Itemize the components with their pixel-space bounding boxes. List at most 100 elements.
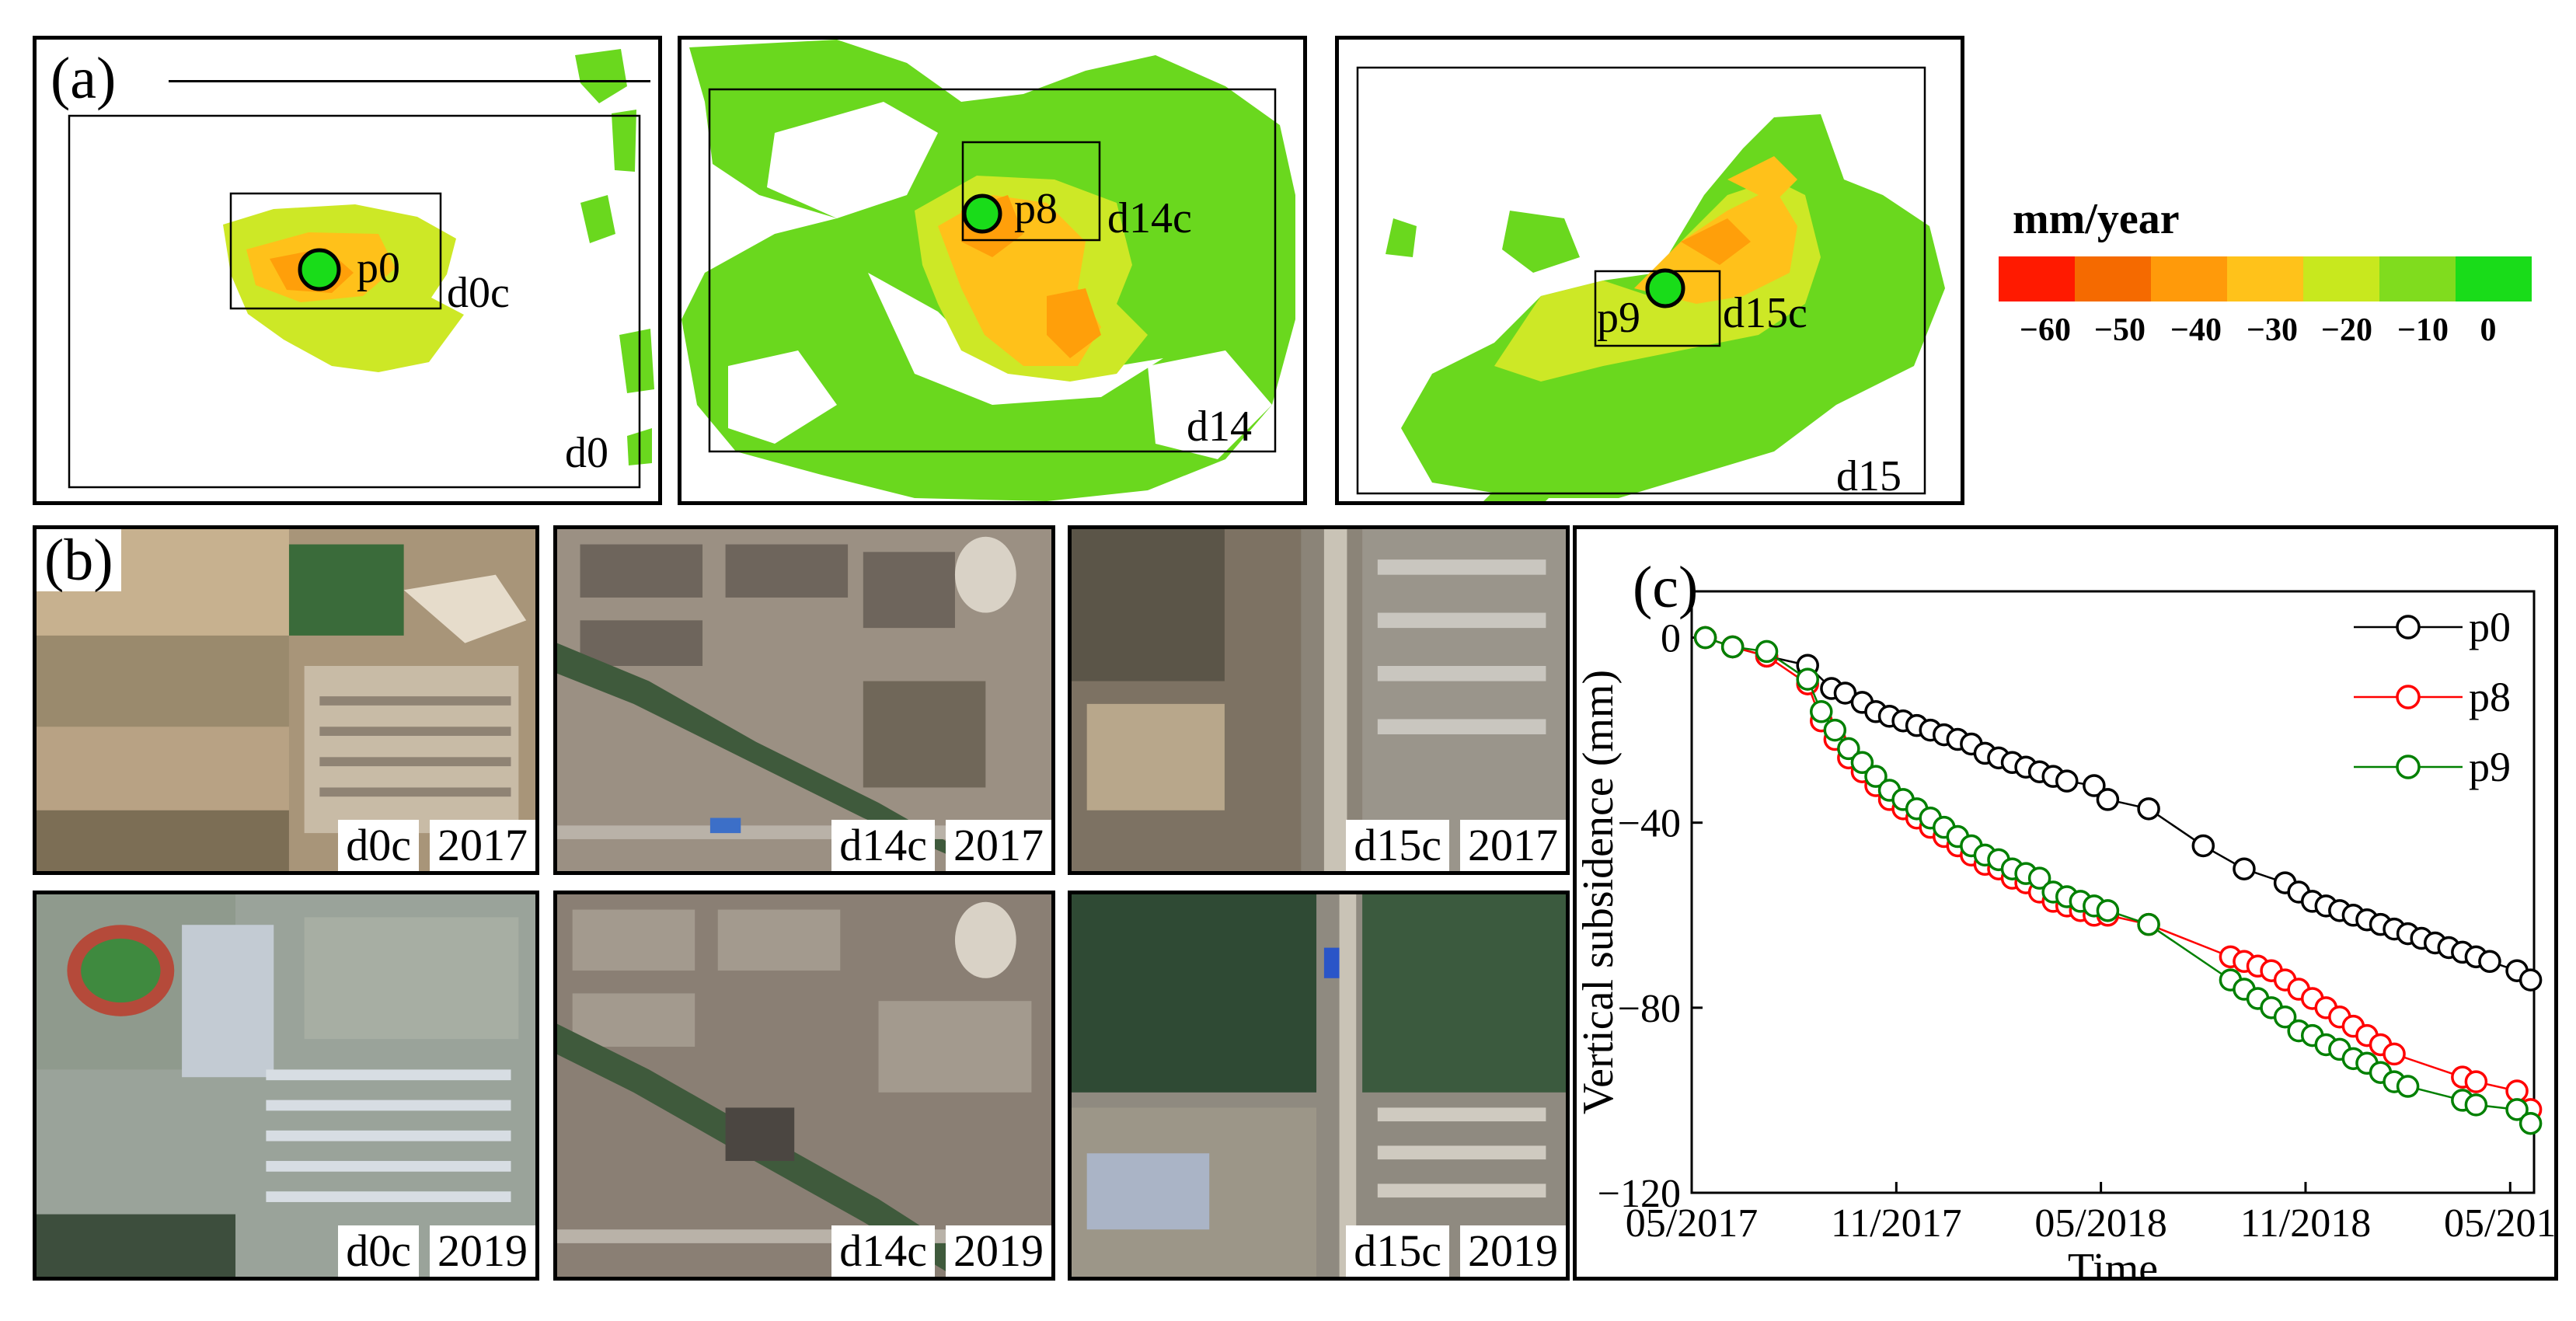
region-label: d0 xyxy=(565,429,608,477)
panel-c-label: (c) xyxy=(1633,555,1698,620)
region-label: d14 xyxy=(1187,403,1252,451)
legend-marker-p0 xyxy=(2396,615,2421,640)
colorbar-tick-label: 0 xyxy=(2480,312,2497,348)
data-point-p0 xyxy=(2518,968,2543,992)
legend-marker-p8 xyxy=(2396,685,2421,709)
image-year-label: 2017 xyxy=(430,820,535,871)
data-point-p9 xyxy=(1837,737,1860,761)
data-point-p9 xyxy=(1823,718,1847,742)
data-point-p8 xyxy=(2464,1070,2488,1093)
x-tick-label: 11/2018 xyxy=(2240,1201,2372,1246)
colorbar-segment xyxy=(2227,256,2303,301)
colorbar-tick-label: −50 xyxy=(2094,312,2146,348)
data-point-p9 xyxy=(2396,1075,2420,1098)
data-point-p9 xyxy=(2137,912,2160,936)
data-point-p0 xyxy=(1833,681,1857,705)
image-crop-label: d0c xyxy=(338,820,419,871)
colorbar-tick-label: −20 xyxy=(2321,312,2372,348)
subsidence-chart-panel: (c) 0 −40 −80 −120 05/2017 11/2017 05/2018 11/2… xyxy=(1573,525,2558,1281)
colorbar-segment xyxy=(1999,256,2075,301)
point-marker-p9 xyxy=(1645,268,1685,308)
colorbar-tick-label: −60 xyxy=(2020,312,2071,348)
image-year-label: 2019 xyxy=(946,1225,1051,1277)
crop-box-d0c xyxy=(229,192,442,310)
legend-label: p0 xyxy=(2469,604,2511,650)
point-marker-p0 xyxy=(298,248,341,291)
colorbar-tick-label: −30 xyxy=(2247,312,2298,348)
x-tick-label: 05/2018 xyxy=(2034,1201,2166,1246)
y-tick-label: −40 xyxy=(1618,802,1681,846)
colorbar-segment xyxy=(2075,256,2151,301)
y-axis-label: Vertical subsidence (mm) xyxy=(1577,670,1623,1114)
colorbar-title: mm/year xyxy=(2013,195,2180,243)
image-crop-label: d14c xyxy=(831,1225,935,1277)
plot-frame xyxy=(1690,590,2536,1194)
data-point-p9 xyxy=(2505,1098,2529,1121)
region-box-d14 xyxy=(708,88,1277,453)
image-crop-label: d15c xyxy=(1346,1225,1449,1277)
satellite-image-d14c-2017: d14c 2017 xyxy=(553,525,1055,875)
data-point-p9 xyxy=(1850,751,1874,775)
crop-box-d14c xyxy=(961,141,1101,242)
x-tick-label: 11/2017 xyxy=(1831,1201,1962,1246)
satellite-image-d0c-2019: d0c 2019 xyxy=(33,891,539,1281)
colorbar-segment xyxy=(2151,256,2227,301)
legend-label: p8 xyxy=(2469,674,2511,720)
point-marker-p8 xyxy=(962,193,1002,234)
deformation-map-d0: p0 d0c d0 xyxy=(68,49,654,489)
colorbar-segment xyxy=(2456,256,2532,301)
colorbar-tick-label: −40 xyxy=(2170,312,2222,348)
region-box-d15 xyxy=(1356,66,1926,495)
map-panel-d15: p9 d15c d15 xyxy=(1335,36,1964,505)
data-point-p9 xyxy=(1810,700,1833,723)
map-panel-d14: p8 d14c d14 xyxy=(678,36,1307,505)
y-tick-label: −80 xyxy=(1618,987,1681,1031)
data-point-p0 xyxy=(2083,774,2106,797)
panel-a-label: (a) xyxy=(43,47,124,110)
legend-label: p9 xyxy=(2469,744,2511,790)
data-point-p9 xyxy=(2273,1006,2297,1029)
x-tick-label: 05/2019 xyxy=(2444,1201,2554,1246)
crop-label: d15c xyxy=(1723,289,1807,337)
image-crop-label: d15c xyxy=(1346,820,1449,871)
point-label: p8 xyxy=(1014,185,1058,233)
crop-label: d0c xyxy=(447,269,510,317)
image-crop-label: d14c xyxy=(831,820,935,871)
data-point-p9 xyxy=(1693,626,1717,650)
panel-b-label: (b) xyxy=(37,529,121,591)
data-point-p0 xyxy=(2191,834,2215,858)
data-point-p0 xyxy=(2096,788,2120,811)
colorbar-segment xyxy=(2379,256,2456,301)
data-point-p9 xyxy=(2096,899,2120,922)
satellite-image-d15c-2017: d15c 2017 xyxy=(1068,525,1570,875)
image-year-label: 2017 xyxy=(1460,820,1566,871)
data-point-p9 xyxy=(2464,1093,2488,1117)
satellite-image-d0c-2017: d0c 2017 (b) xyxy=(33,525,539,875)
point-label: p9 xyxy=(1597,294,1640,342)
deformation-map-d14: p8 d14c d14 xyxy=(681,40,1295,501)
region-box-d0 xyxy=(68,114,641,489)
divider-line xyxy=(169,80,650,82)
data-point-p0 xyxy=(2137,797,2160,821)
image-year-label: 2017 xyxy=(946,820,1051,871)
legend-marker-p9 xyxy=(2396,755,2421,779)
data-point-p9 xyxy=(1755,640,1779,664)
image-crop-label: d0c xyxy=(338,1225,419,1277)
data-point-p9 xyxy=(2027,866,2051,890)
image-year-label: 2019 xyxy=(430,1225,535,1277)
data-point-p8 xyxy=(2383,1042,2406,1066)
region-label: d15 xyxy=(1836,452,1901,500)
satellite-image-d14c-2019: d14c 2019 xyxy=(553,891,1055,1281)
satellite-image-d15c-2019: d15c 2019 xyxy=(1068,891,1570,1281)
deformation-map-d15: p9 d15c d15 xyxy=(1356,66,1945,501)
x-tick-label: 05/2017 xyxy=(1626,1201,1758,1246)
data-point-p9 xyxy=(1864,765,1888,788)
data-point-p9 xyxy=(1720,635,1745,659)
colorbar-segment xyxy=(2303,256,2379,301)
data-point-p0 xyxy=(2478,950,2501,974)
crop-label: d14c xyxy=(1107,194,1192,242)
image-year-label: 2019 xyxy=(1460,1225,1566,1277)
x-axis-label: Time xyxy=(2068,1245,2158,1277)
map-panel-d0: p0 d0c d0 (a) xyxy=(33,36,662,505)
